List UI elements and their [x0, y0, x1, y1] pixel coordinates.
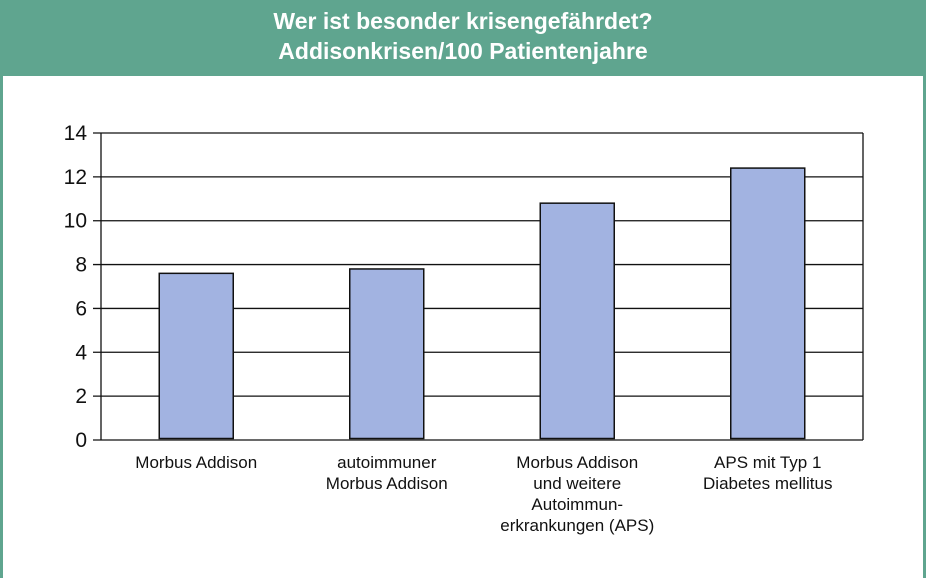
chart-title-line-2: Addisonkrisen/100 Patientenjahre: [278, 38, 648, 64]
y-tick-label: 2: [75, 385, 87, 408]
y-axis: 0 2 4 6 8 10 12 14: [64, 122, 864, 452]
x-category-label-line: Morbus Addison: [516, 453, 638, 472]
bar: [730, 167, 806, 440]
y-tick-label: 8: [75, 254, 87, 277]
x-category-label-line: erkrankungen (APS): [500, 516, 654, 535]
category-labels: Morbus Addison autoimmuner Morbus AddisonM…: [135, 453, 832, 535]
x-category-label-line: autoimmuner: [337, 453, 437, 472]
x-category-label: Morbus Addison und weitere Autoimmun-erkra…: [500, 453, 654, 535]
y-tick-label: 4: [75, 341, 87, 364]
y-tick-label: 14: [64, 122, 88, 145]
x-category-label-line: und weitere: [533, 474, 621, 493]
x-category-label-line: Morbus Addison: [135, 453, 257, 472]
y-tick-label: 0: [75, 429, 87, 452]
chart-title-line-1: Wer ist besonder krisengefährdet?: [273, 8, 653, 34]
bar: [158, 272, 234, 440]
y-tick-label: 6: [75, 297, 87, 320]
chart-header: Wer ist besonder krisengefährdet? Addiso…: [3, 0, 923, 76]
bar-chart: 0 2 4 6 8 10 12 14 Morbus Addison autoimmuner Mor…: [64, 122, 864, 535]
y-tick-label: 10: [64, 210, 87, 233]
bar: [539, 202, 615, 440]
x-category-label-line: APS mit Typ 1: [714, 453, 821, 472]
bars: [158, 167, 806, 440]
x-category-label: autoimmuner Morbus Addison: [326, 453, 448, 493]
x-category-label-line: Diabetes mellitus: [703, 474, 832, 493]
bar: [349, 268, 425, 440]
x-category-label: APS mit Typ 1 Diabetes mellitus: [703, 453, 832, 493]
x-category-label-line: Morbus Addison: [326, 474, 448, 493]
y-tick-label: 12: [64, 166, 87, 189]
x-category-label-line: Autoimmun-: [531, 495, 623, 514]
x-category-label: Morbus Addison: [135, 453, 257, 472]
